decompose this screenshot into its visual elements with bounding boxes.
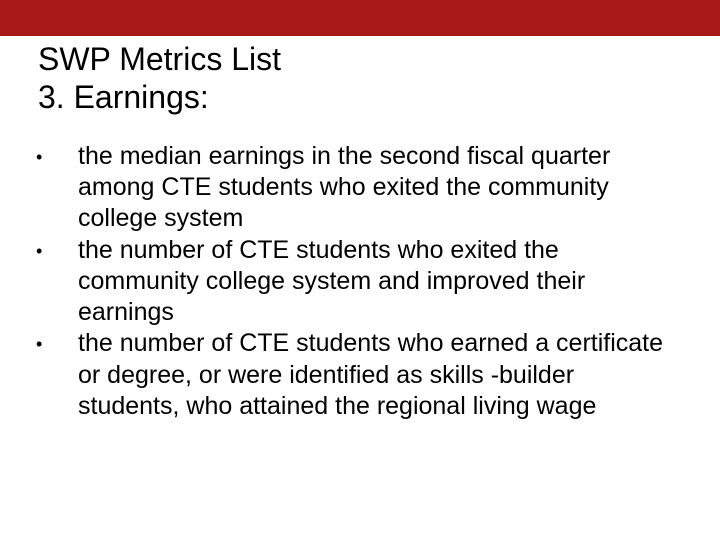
bullet-text: the median earnings in the second fiscal… <box>78 141 670 235</box>
title-line-2: 3. Earnings: <box>38 78 720 116</box>
list-item: • the number of CTE students who earned … <box>32 328 670 422</box>
header-band <box>0 0 720 36</box>
list-item: • the median earnings in the second fisc… <box>32 141 670 235</box>
title-block: SWP Metrics List 3. Earnings: <box>0 36 720 133</box>
bullet-marker: • <box>32 328 78 360</box>
bullet-text: the number of CTE students who exited th… <box>78 235 670 329</box>
title-line-1: SWP Metrics List <box>38 40 720 78</box>
bullet-text: the number of CTE students who earned a … <box>78 328 670 422</box>
bullet-list: • the median earnings in the second fisc… <box>0 133 720 422</box>
bullet-marker: • <box>32 235 78 267</box>
bullet-marker: • <box>32 141 78 173</box>
list-item: • the number of CTE students who exited … <box>32 235 670 329</box>
